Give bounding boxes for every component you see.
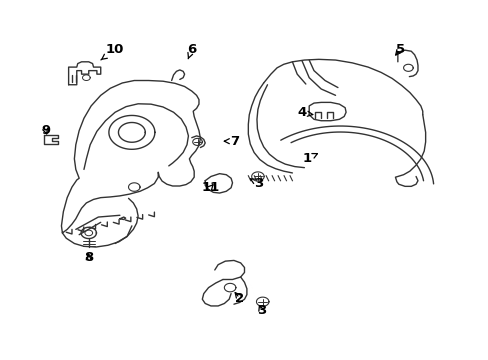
Text: 7: 7: [224, 135, 239, 148]
Text: 6: 6: [187, 43, 196, 59]
Text: 10: 10: [101, 43, 124, 60]
Text: 9: 9: [41, 124, 50, 137]
Text: 2: 2: [235, 292, 244, 305]
Text: 11: 11: [202, 181, 220, 194]
Text: 1: 1: [302, 152, 317, 165]
Text: 8: 8: [84, 251, 93, 264]
Text: 3: 3: [256, 304, 265, 317]
Text: 3: 3: [250, 177, 263, 190]
Text: 5: 5: [395, 43, 404, 56]
Text: 4: 4: [297, 107, 312, 120]
